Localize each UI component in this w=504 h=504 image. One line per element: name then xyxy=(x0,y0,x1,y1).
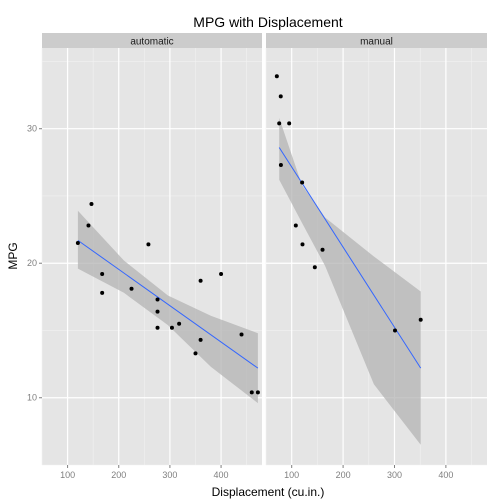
panels-layer: automatic 100 200 300 400 10 20 30 manual 100 200 3… xyxy=(27,33,487,480)
data-point xyxy=(418,317,423,322)
x-tick-label: 100 xyxy=(60,470,75,480)
confidence-ribbon xyxy=(279,117,421,445)
data-point xyxy=(155,309,160,314)
y-tick-label: 30 xyxy=(27,124,37,134)
data-point xyxy=(249,390,254,395)
y-tick-label: 10 xyxy=(27,393,37,403)
data-point xyxy=(100,271,105,276)
data-point xyxy=(300,242,305,247)
y-axis-title: MPG xyxy=(6,242,20,269)
data-point xyxy=(198,278,203,283)
data-point xyxy=(169,325,174,330)
data-point xyxy=(86,223,91,228)
data-point xyxy=(177,321,182,326)
data-point xyxy=(320,247,325,252)
facet-strip xyxy=(266,33,487,48)
data-point xyxy=(75,241,80,246)
regression-line xyxy=(77,239,259,369)
x-axis-title: Displacement (cu.in.) xyxy=(212,485,325,499)
y-tick-label: 20 xyxy=(27,258,37,268)
x-tick-label: 100 xyxy=(284,470,299,480)
panel-background xyxy=(266,48,487,465)
data-point xyxy=(300,180,305,185)
data-point xyxy=(129,286,134,291)
data-point xyxy=(89,202,94,207)
data-point xyxy=(155,325,160,330)
data-point xyxy=(274,74,279,79)
data-point xyxy=(255,390,260,395)
data-point xyxy=(278,163,283,168)
chart-title: MPG with Displacement xyxy=(193,14,342,30)
panel-manual: manual 100 200 300 400 xyxy=(265,33,487,480)
data-point xyxy=(193,351,198,356)
data-point xyxy=(287,121,292,126)
x-tick-label: 400 xyxy=(214,470,229,480)
x-tick-label: 400 xyxy=(438,470,453,480)
facet-strip xyxy=(42,33,262,48)
data-point xyxy=(393,328,398,333)
data-point xyxy=(293,223,298,228)
data-point xyxy=(155,297,160,302)
data-point xyxy=(146,242,151,247)
panel-background xyxy=(42,48,262,465)
data-point xyxy=(219,271,224,276)
x-tick-label: 200 xyxy=(336,470,351,480)
data-point xyxy=(312,265,317,270)
facet-strip-label: manual xyxy=(360,37,393,48)
facet-strip-label: automatic xyxy=(130,37,173,48)
data-point xyxy=(239,332,244,337)
x-tick-label: 300 xyxy=(387,470,402,480)
data-point xyxy=(198,337,203,342)
confidence-ribbon xyxy=(77,210,258,404)
x-tick-label: 300 xyxy=(162,470,177,480)
data-point xyxy=(278,94,283,99)
panel-automatic: automatic 100 200 300 400 10 20 30 xyxy=(27,33,262,480)
data-point xyxy=(277,121,282,126)
data-point xyxy=(100,290,105,295)
x-tick-label: 200 xyxy=(111,470,126,480)
